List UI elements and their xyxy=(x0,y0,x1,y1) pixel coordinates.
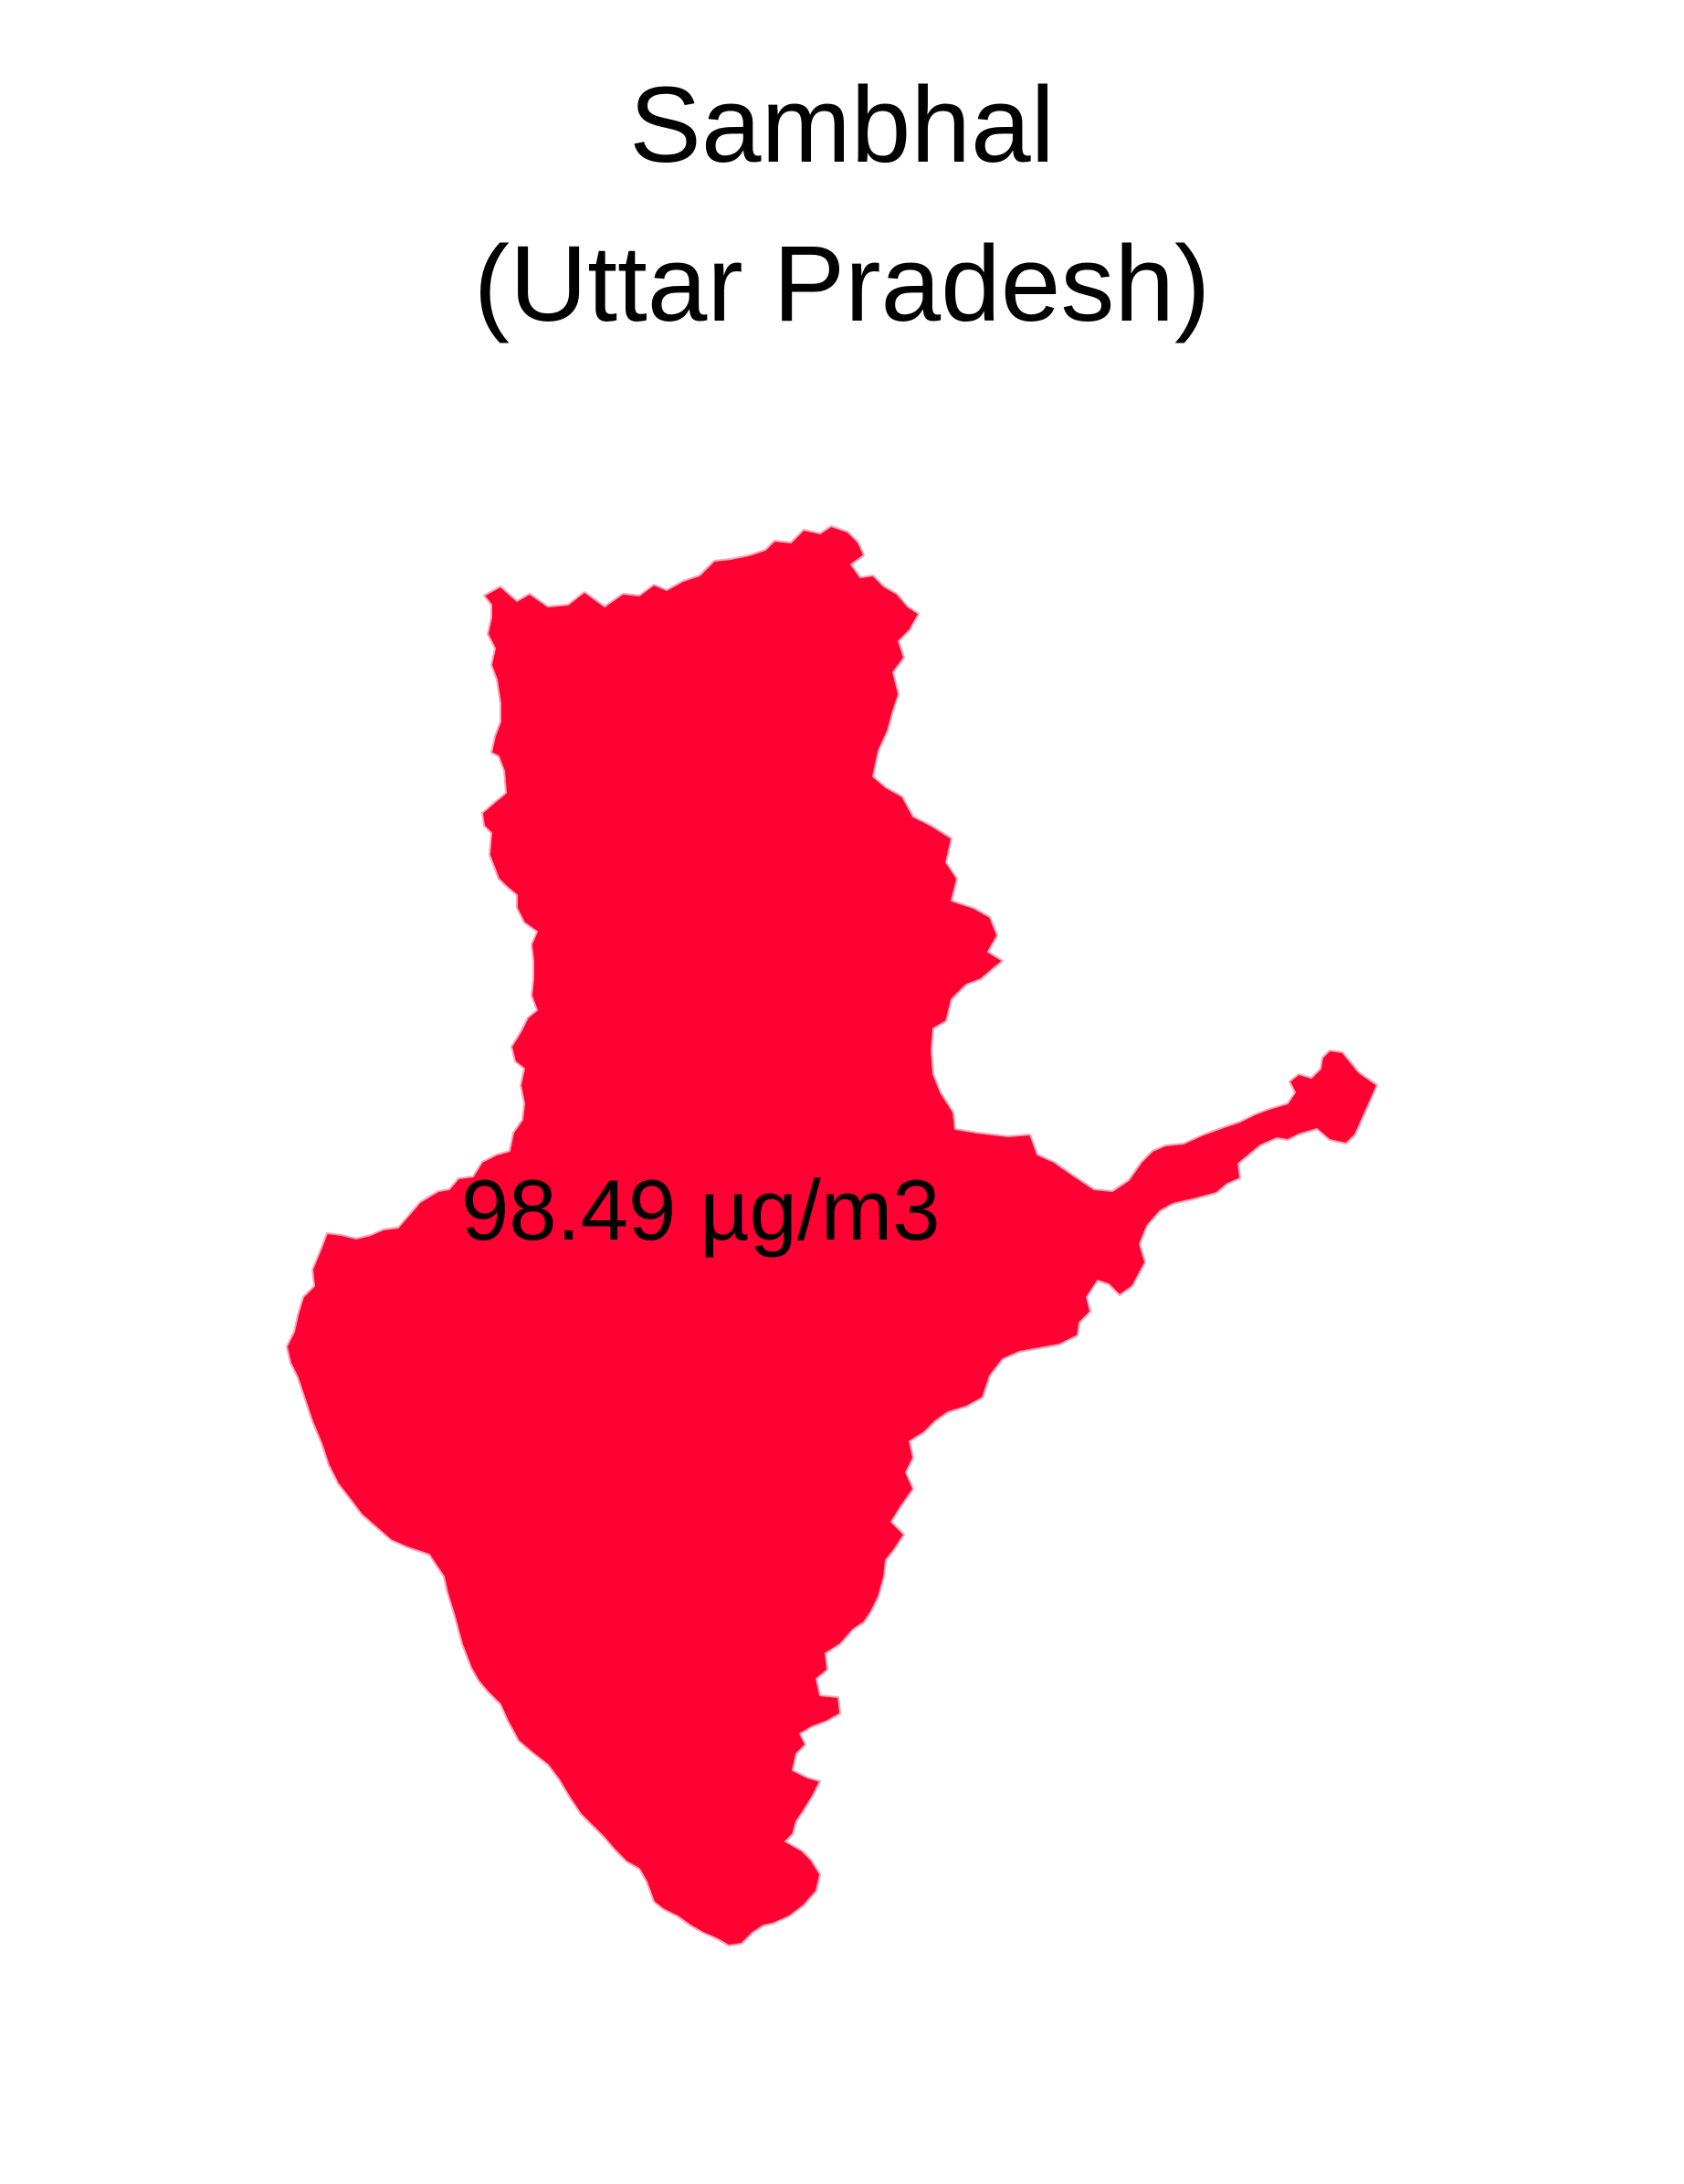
map-title-state: (Uttar Pradesh) xyxy=(473,224,1211,344)
map-title-district: Sambhal xyxy=(629,65,1055,185)
district-value-label: 98.49 µg/m3 xyxy=(461,1162,941,1258)
district-region-shape xyxy=(286,525,1378,1947)
